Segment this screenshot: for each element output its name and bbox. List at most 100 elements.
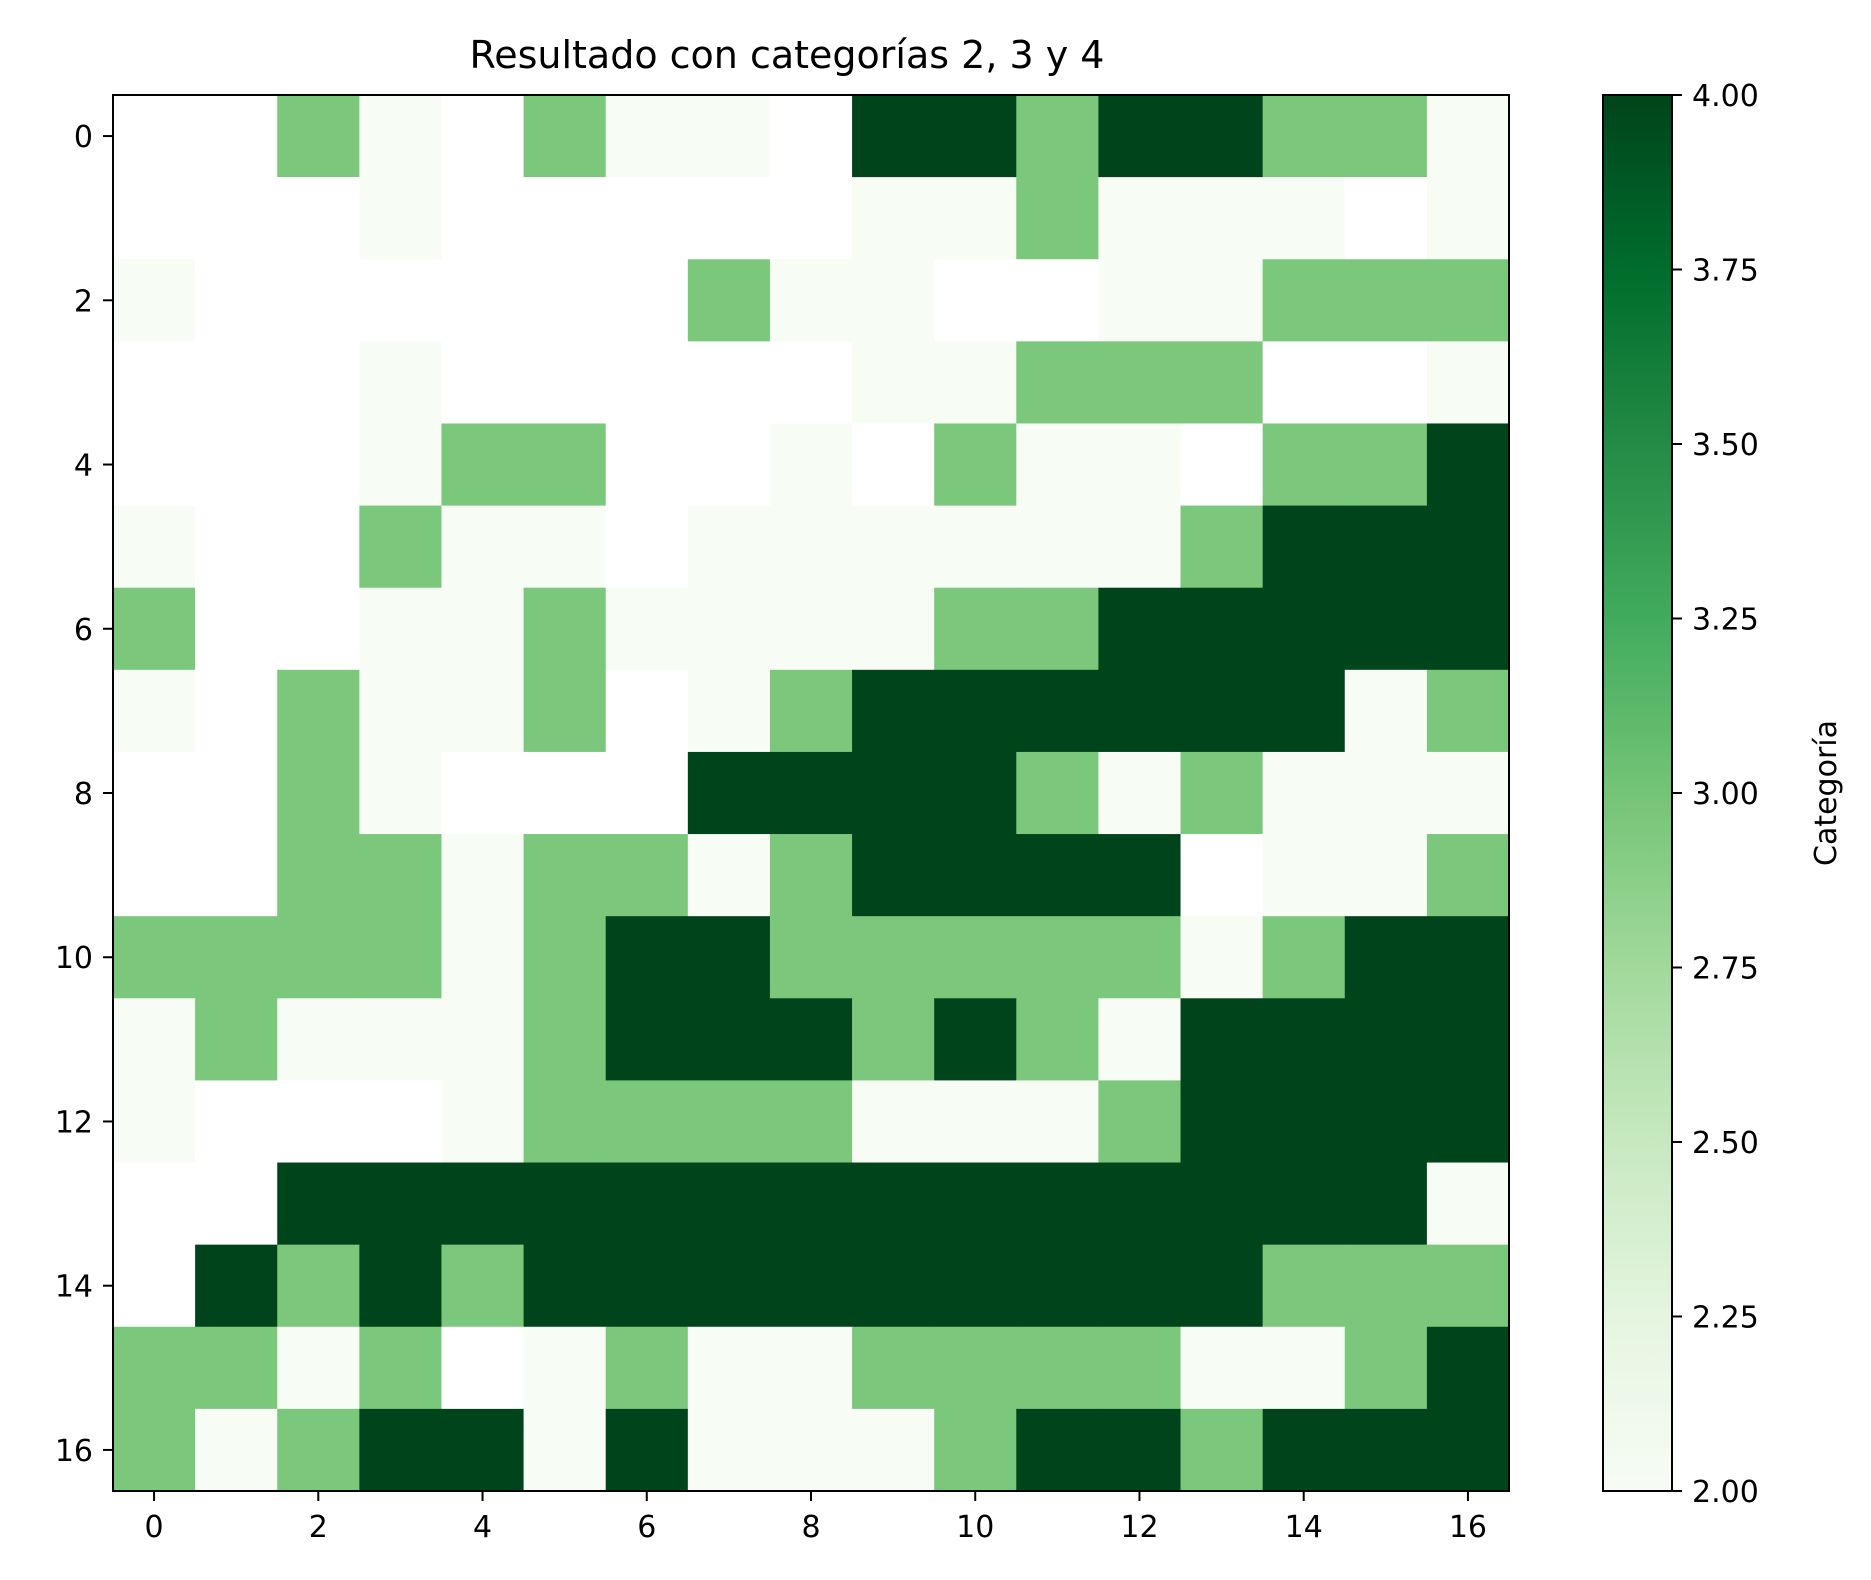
heatmap-cell [1262, 587, 1346, 671]
heatmap-cell [1098, 1244, 1182, 1328]
heatmap-cell [852, 916, 935, 999]
heatmap-cell [1098, 998, 1182, 1082]
heatmap-cell [523, 1162, 607, 1246]
heatmap-cell [769, 1326, 853, 1410]
heatmap-cell [687, 95, 771, 178]
heatmap-cell [934, 669, 1017, 753]
heatmap-cell [1262, 751, 1346, 835]
heatmap-cell [1344, 669, 1428, 753]
heatmap-cell [523, 1408, 607, 1492]
heatmap-cell [687, 1244, 771, 1328]
heatmap-cell [934, 505, 1017, 589]
colorbar-tick-label: 3.75 [1692, 254, 1759, 289]
heatmap-cell [1098, 1162, 1182, 1246]
heatmap-cell [523, 1244, 607, 1328]
heatmap-cell [1426, 177, 1510, 260]
heatmap-cell [441, 341, 525, 425]
heatmap-cell [1098, 259, 1182, 342]
heatmap-cell [1262, 1408, 1346, 1492]
x-tick-label: 2 [309, 1510, 328, 1545]
heatmap-cell [359, 751, 443, 835]
y-tick-label: 6 [74, 613, 93, 648]
heatmap-cell [1344, 1408, 1428, 1492]
heatmap-cell [441, 587, 525, 671]
heatmap-cell [605, 177, 689, 260]
heatmap-cell [1262, 1326, 1346, 1410]
heatmap-cell [934, 423, 1017, 507]
heatmap-cells [113, 95, 1510, 1492]
heatmap-cell [852, 177, 935, 260]
heatmap-cell [441, 669, 525, 753]
heatmap-cell [1344, 751, 1428, 835]
heatmap-cell [852, 341, 935, 425]
heatmap-cell [359, 587, 443, 671]
heatmap-cell [769, 423, 853, 507]
heatmap-cell [195, 259, 278, 342]
heatmap-cell [1016, 1080, 1100, 1164]
heatmap-cell [1180, 1244, 1264, 1328]
heatmap-cell [1180, 1162, 1264, 1246]
heatmap-cell [441, 751, 525, 835]
heatmap-cell [113, 1408, 196, 1492]
heatmap-cell [687, 587, 771, 671]
heatmap-cell [1016, 587, 1100, 671]
y-tick-label: 16 [55, 1434, 93, 1469]
heatmap-cell [195, 1080, 278, 1164]
heatmap-cell [687, 177, 771, 260]
heatmap-cell [934, 998, 1017, 1082]
heatmap-cell [195, 916, 278, 999]
heatmap-cell [113, 505, 196, 589]
heatmap-cell [934, 751, 1017, 835]
heatmap-cell [1262, 259, 1346, 342]
heatmap-cell [852, 1408, 935, 1492]
heatmap-cell [1180, 916, 1264, 999]
heatmap-cell [1098, 669, 1182, 753]
heatmap-cell [277, 1244, 360, 1328]
heatmap-cell [1098, 587, 1182, 671]
heatmap-cell [277, 95, 360, 178]
heatmap-cell [195, 1326, 278, 1410]
heatmap-cell [113, 587, 196, 671]
heatmap-cell [113, 1244, 196, 1328]
heatmap-cell [1016, 1244, 1100, 1328]
heatmap-cell [195, 1162, 278, 1246]
heatmap-cell [277, 587, 360, 671]
heatmap-cell [113, 834, 196, 917]
heatmap-cell [359, 1408, 443, 1492]
heatmap-cell [195, 505, 278, 589]
heatmap-cell [1098, 751, 1182, 835]
heatmap-cell [1180, 834, 1264, 917]
heatmap-cell [1344, 259, 1428, 342]
heatmap-cell [934, 341, 1017, 425]
heatmap-cell [1098, 1408, 1182, 1492]
heatmap-cell [1262, 505, 1346, 589]
heatmap-cell [934, 1244, 1017, 1328]
heatmap-cell [441, 259, 525, 342]
heatmap-cell [1016, 259, 1100, 342]
heatmap-cell [277, 1408, 360, 1492]
heatmap-cell [113, 1326, 196, 1410]
heatmap-cell [441, 998, 525, 1082]
heatmap-cell [359, 177, 443, 260]
heatmap-cell [1426, 1326, 1510, 1410]
heatmap-cell [1180, 341, 1264, 425]
heatmap-cell [277, 259, 360, 342]
heatmap-cell [359, 998, 443, 1082]
heatmap-cell [113, 916, 196, 999]
x-tick-label: 0 [145, 1510, 164, 1545]
heatmap-cell [605, 341, 689, 425]
heatmap-cell [852, 423, 935, 507]
x-tick-label: 10 [956, 1510, 994, 1545]
heatmap-cell [934, 1080, 1017, 1164]
colorbar-tick-label: 3.25 [1692, 603, 1759, 638]
heatmap-cell [195, 998, 278, 1082]
x-tick-label: 14 [1285, 1510, 1323, 1545]
heatmap-cell [523, 998, 607, 1082]
heatmap-cell [113, 1080, 196, 1164]
heatmap-cell [523, 1326, 607, 1410]
heatmap-cell [1016, 1408, 1100, 1492]
heatmap-cell [523, 1080, 607, 1164]
heatmap-cell [934, 916, 1017, 999]
heatmap-cell [687, 505, 771, 589]
heatmap-cell [605, 505, 689, 589]
